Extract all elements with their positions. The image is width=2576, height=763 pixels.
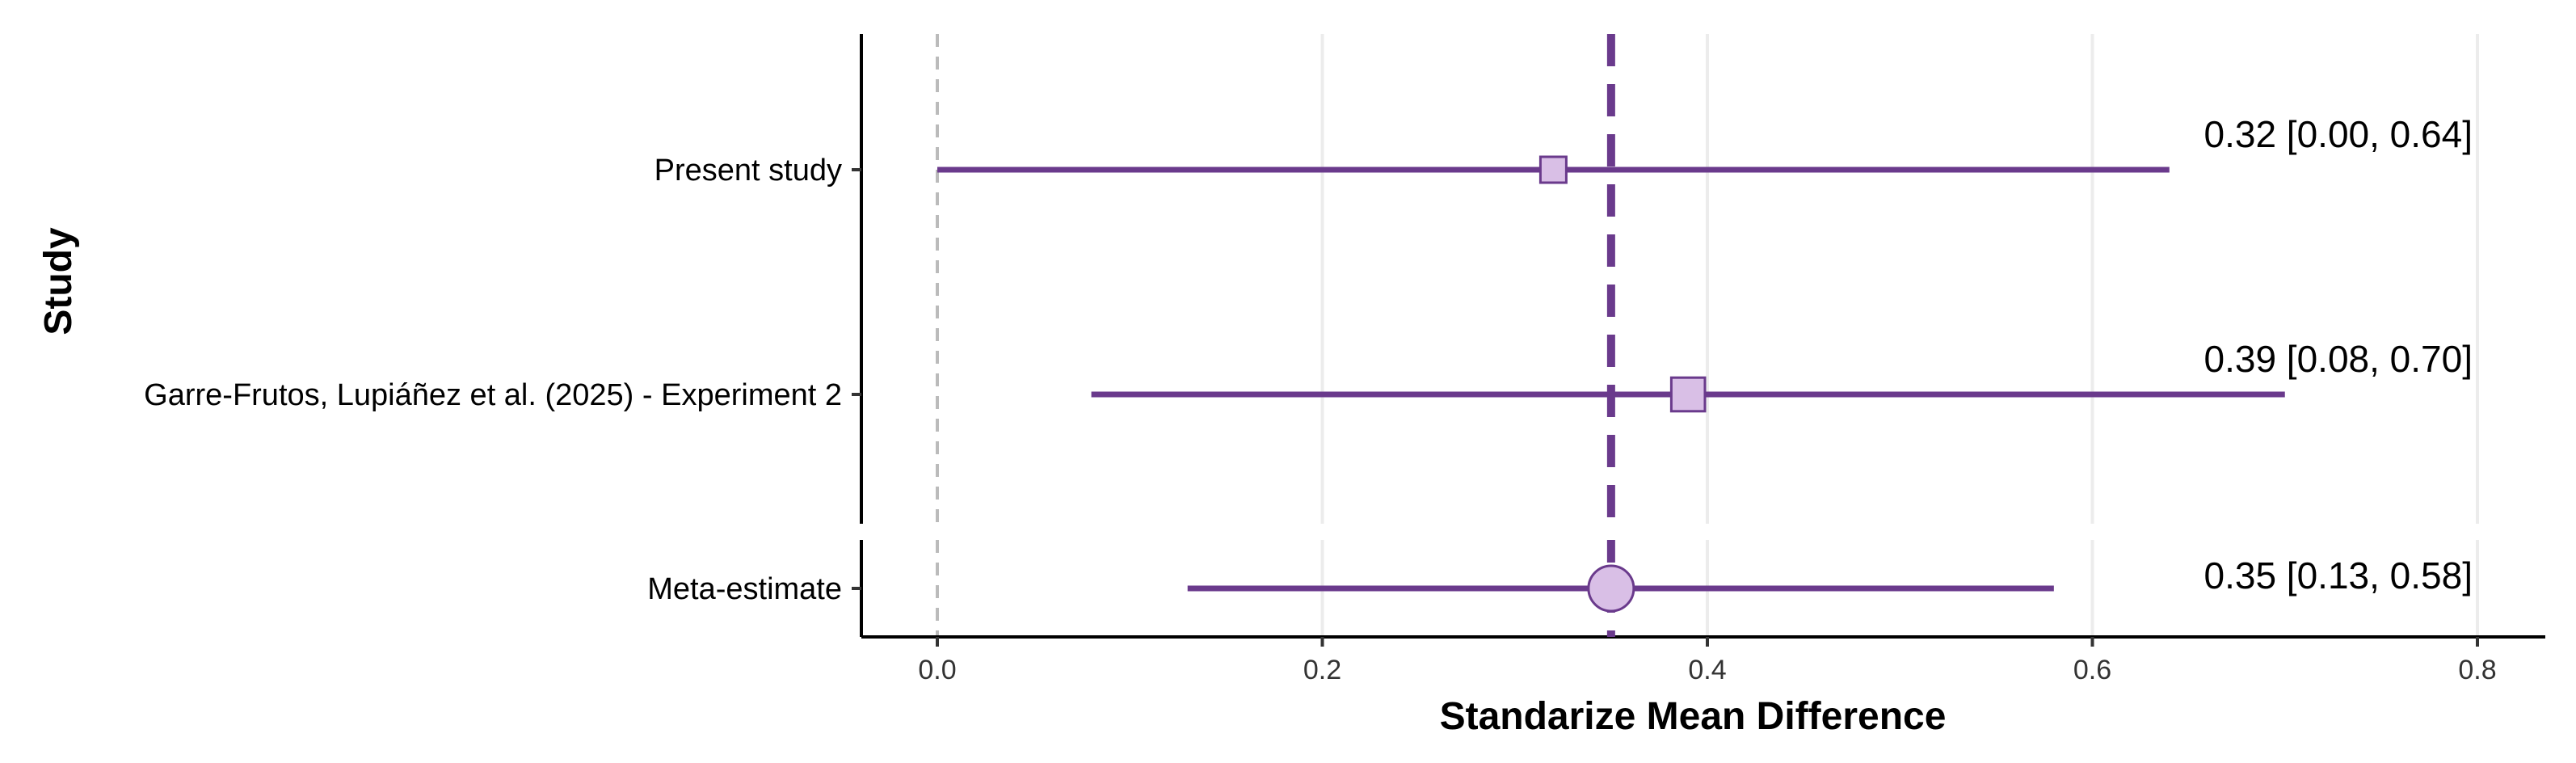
grid-layer [1320, 34, 2479, 637]
meta-ci-value-label: 0.35 [0.13, 0.58] [2204, 554, 2473, 596]
axes-layer [852, 34, 2545, 647]
x-tick-label: 0.0 [918, 655, 956, 685]
meta-estimate-marker [1587, 564, 1635, 613]
ci-value-label: 0.39 [0.08, 0.70] [2204, 338, 2473, 380]
y-axis-title: Study [37, 227, 80, 335]
marks-layer [937, 34, 2285, 637]
study-estimate-marker [1669, 376, 1707, 413]
study-estimate-marker [1538, 155, 1568, 184]
x-axis-title: Standarize Mean Difference [1440, 695, 1947, 738]
labels-layer: 0.0 0.2 0.4 0.6 0.8 Present study 0.32 [0.00, … [144, 113, 2496, 685]
x-tick-label: 0.4 [1688, 655, 1726, 685]
study-label: Garre-Frutos, Lupiáñez et al. (2025) - E… [144, 378, 842, 412]
meta-label: Meta-estimate [647, 572, 842, 606]
x-tick-label: 0.2 [1303, 655, 1341, 685]
ci-value-label: 0.32 [0.00, 0.64] [2204, 113, 2473, 155]
x-tick-label: 0.6 [2073, 655, 2111, 685]
x-tick-label: 0.8 [2458, 655, 2496, 685]
study-label: Present study [655, 154, 842, 188]
